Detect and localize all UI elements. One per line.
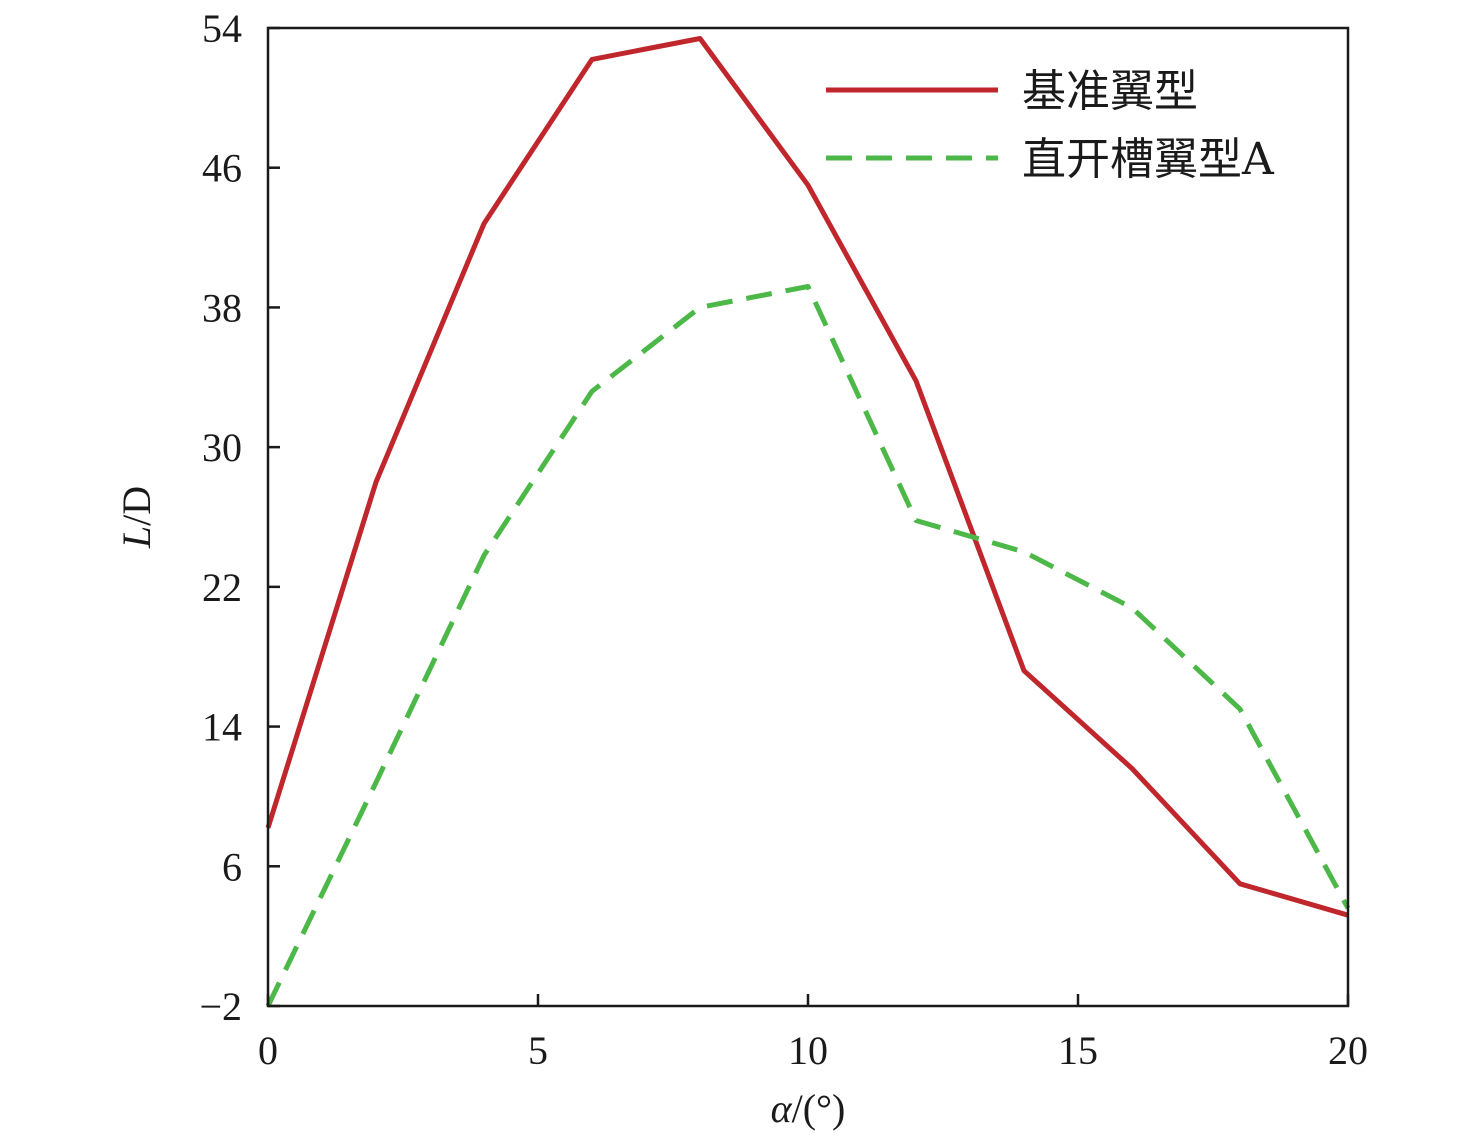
x-tick-label: 10 [788, 1028, 828, 1073]
legend-label-slotted-airfoil-a: 直开槽翼型A [1022, 134, 1275, 185]
legend-label-base-airfoil: 基准翼型 [1022, 66, 1198, 117]
y-tick-label: 46 [202, 146, 242, 191]
y-axis-label: L/D [114, 486, 159, 549]
x-axis-label-variable: α [771, 1086, 793, 1131]
axis-ticks: 0 5 10 15 20 −2 6 14 22 30 38 46 54 [199, 6, 1368, 1073]
x-axis-label: α/(°) [771, 1086, 846, 1131]
legend: 基准翼型 直开槽翼型A [826, 66, 1275, 185]
y-tick-label: 6 [222, 844, 242, 889]
y-tick-label: 30 [202, 425, 242, 470]
x-tick-label: 0 [258, 1028, 278, 1073]
y-tick-label: 22 [202, 565, 242, 610]
x-tick-label: 15 [1058, 1028, 1098, 1073]
series-lines [265, 36, 1351, 1008]
y-tick-label: −2 [199, 984, 242, 1029]
y-tick-label: 14 [202, 705, 242, 750]
series-line-slotted-airfoil-a [265, 284, 1351, 1008]
y-tick-label: 38 [202, 285, 242, 330]
y-axis-label-unit: /D [114, 486, 159, 526]
series-line-base-airfoil [265, 36, 1349, 918]
y-tick-label: 54 [202, 6, 242, 51]
x-tick-label: 20 [1328, 1028, 1368, 1073]
x-axis-label-unit: /(°) [792, 1086, 846, 1131]
y-axis-label-variable: L [114, 526, 159, 549]
x-tick-label: 5 [528, 1028, 548, 1073]
